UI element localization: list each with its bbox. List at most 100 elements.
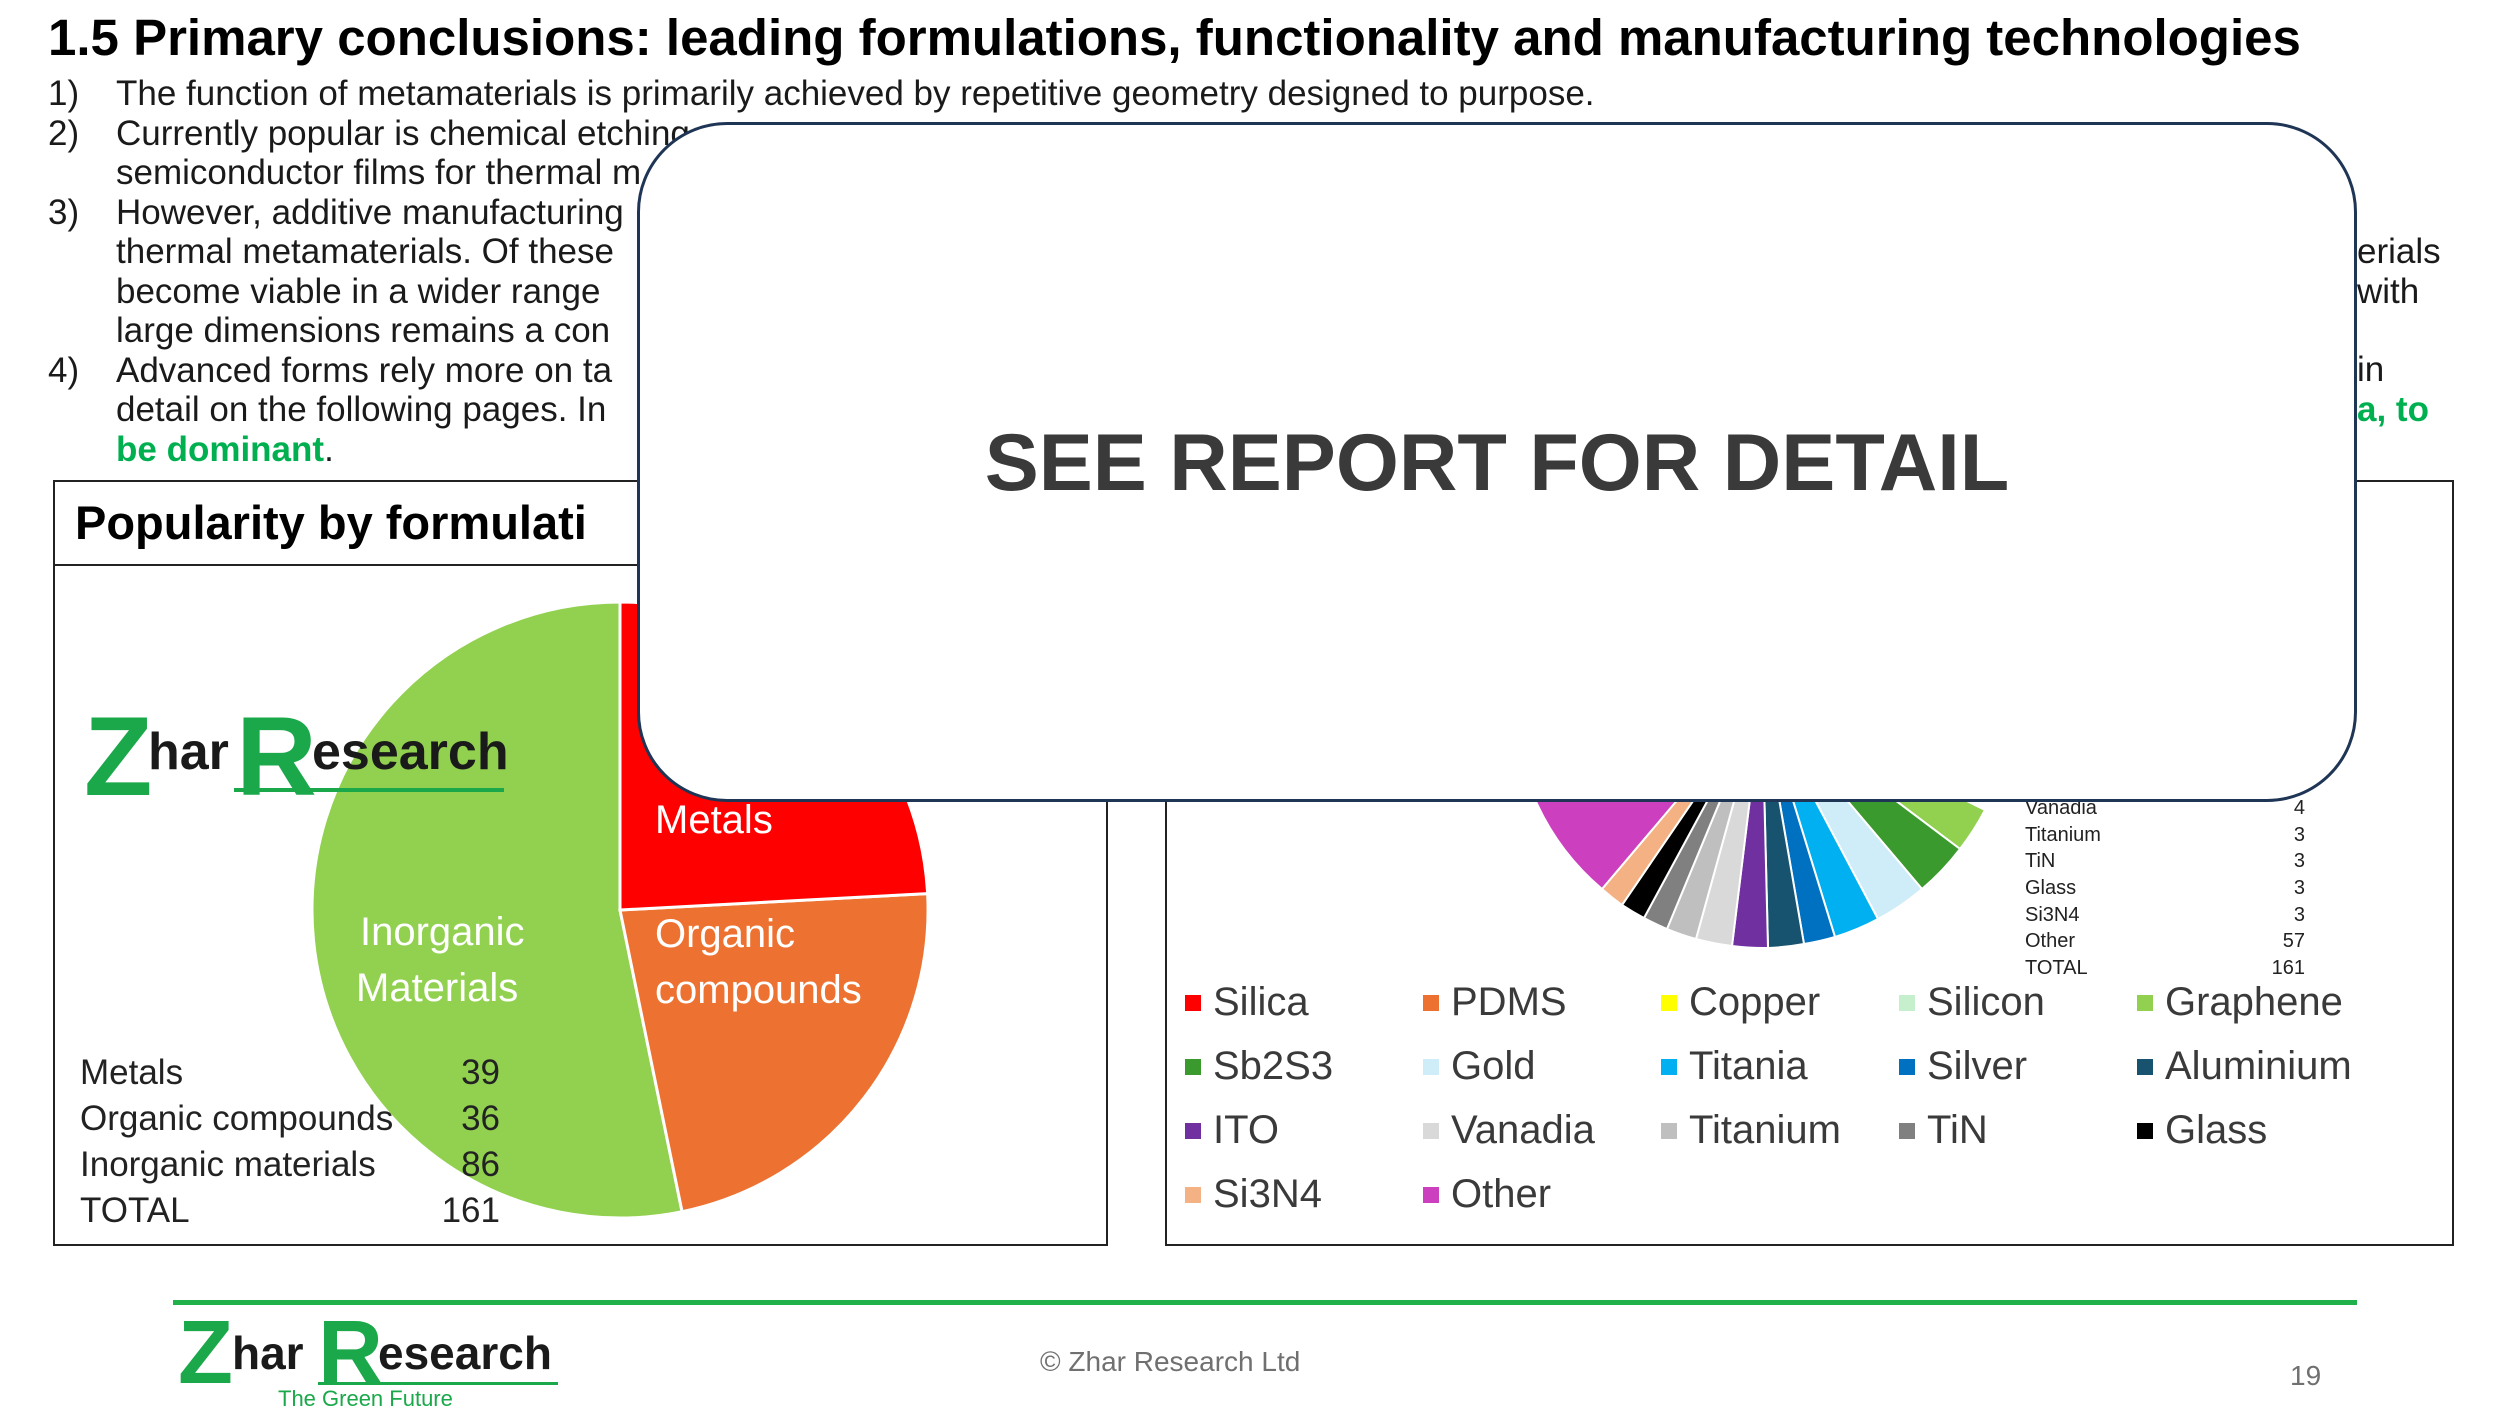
row-value: 3: [2293, 903, 2305, 926]
row-value: 161: [2271, 957, 2305, 980]
legend-label: Titanium: [1689, 1108, 1841, 1152]
pie-slice-inorganic: [310, 600, 684, 1220]
legend-swatch: [1899, 1122, 1915, 1139]
point-number: 3): [48, 192, 80, 232]
legend-item: Other: [1423, 1172, 1551, 1217]
point-4-cont: be dominant.: [48, 430, 2468, 470]
legend-swatch: [1423, 994, 1439, 1011]
legend-item: Vanadia: [1423, 1108, 1595, 1153]
table-row: Si3N4 3: [2025, 902, 2305, 929]
logo-z: Z: [84, 694, 153, 819]
legend-swatch: [1423, 1186, 1439, 1203]
legend-item: PDMS: [1423, 980, 1567, 1025]
point-3-cont: thermal metamaterials. Of these: [48, 232, 2468, 272]
fragment-in: in: [2357, 350, 2385, 389]
legend-swatch: [2137, 1058, 2153, 1075]
legend-item: Titania: [1661, 1044, 1808, 1089]
legend-label: Glass: [2165, 1108, 2268, 1152]
legend-item: Copper: [1661, 980, 1820, 1025]
point-text: The function of metamaterials is primari…: [116, 74, 1595, 113]
logo-har: har: [148, 723, 229, 781]
table-row: Other 57: [2025, 928, 2305, 955]
row-value: 86: [461, 1145, 500, 1184]
point-3: 3) However, additive manufacturing: [48, 193, 2468, 233]
logo-tagline: The Green Future: [278, 1386, 453, 1411]
logo-esearch: esearch: [378, 1327, 552, 1379]
fragment-with: with: [2357, 272, 2420, 311]
legend-label: Copper: [1689, 980, 1821, 1024]
fragment-a-to: a, to: [2357, 390, 2429, 429]
legend-swatch: [1661, 994, 1677, 1011]
left-count-table: Metals 39 Organic compounds 36 Inorganic m…: [80, 1050, 500, 1234]
row-label: TiN: [2025, 850, 2056, 873]
point-number: 4): [48, 350, 80, 390]
legend-label: Vanadia: [1451, 1108, 1595, 1152]
legend-swatch: [1185, 1058, 1201, 1075]
point-text: However, additive manufacturing: [116, 192, 624, 232]
row-value: 57: [2282, 930, 2305, 953]
row-label: Glass: [2025, 877, 2077, 900]
point-text: Currently popular is chemical etching: [116, 113, 690, 153]
table-row: Organic compounds 36: [80, 1096, 500, 1142]
table-row: TOTAL 161: [2025, 955, 2305, 982]
zhar-research-logo: Z har R esearch: [84, 694, 524, 819]
legend-label: Silver: [1927, 1044, 2028, 1088]
legend-label: PDMS: [1451, 980, 1567, 1024]
row-label: Organic compounds: [80, 1099, 394, 1138]
panel-title: Popularity by formulati: [55, 482, 1106, 566]
legend-label: Silica: [1213, 980, 1309, 1024]
legend-item: Gold: [1423, 1044, 1536, 1089]
legend-swatch: [1185, 994, 1201, 1011]
legend-swatch: [1899, 994, 1915, 1011]
legend-label: Other: [1451, 1172, 1552, 1216]
legend-swatch: [1899, 1058, 1915, 1075]
legend-label: Aluminium: [2165, 1044, 2352, 1088]
legend-swatch: [1661, 1058, 1677, 1075]
legend-label: Titania: [1689, 1044, 1808, 1088]
page-title: 1.5 Primary conclusions: leading formula…: [48, 9, 2301, 66]
logo-esearch: esearch: [312, 723, 509, 781]
row-value: 161: [441, 1191, 500, 1230]
legend-label: TiN: [1927, 1108, 1988, 1152]
row-label: Titanium: [2025, 823, 2101, 846]
legend-item: Si3N4: [1185, 1172, 1322, 1217]
pie-label-inorganic-1: Inorganic: [360, 910, 525, 954]
point-text: detail on the following pages. In: [116, 390, 607, 429]
legend-swatch: [2137, 994, 2153, 1011]
point-1: 1) The function of metamaterials is prim…: [48, 74, 2468, 114]
legend-item: Silicon: [1899, 980, 2045, 1025]
legend-label: Graphene: [2165, 980, 2343, 1024]
legend-label: Si3N4: [1213, 1172, 1322, 1216]
footer-divider: [173, 1300, 2357, 1305]
legend-swatch: [1661, 1122, 1677, 1139]
point-text: semiconductor films for thermal m: [116, 153, 642, 192]
legend-item: Graphene: [2137, 980, 2343, 1025]
pie-label-metals: Metals: [655, 798, 773, 842]
pie-label-organic-2: compounds: [655, 968, 862, 1012]
legend-item: Titanium: [1661, 1108, 1841, 1153]
point-text: thermal metamaterials. Of these: [116, 232, 614, 271]
point-number: 2): [48, 113, 80, 153]
pie-label-organic-1: Organic: [655, 912, 796, 956]
logo-r: R: [318, 1303, 383, 1403]
row-label: Inorganic materials: [80, 1145, 376, 1184]
overlay-message: SEE REPORT FOR DETAIL: [984, 418, 2010, 508]
logo-underline: [318, 1382, 558, 1385]
point-2: 2) Currently popular is chemical etching: [48, 114, 2468, 154]
row-value: 39: [461, 1053, 500, 1092]
right-count-table: Vanadia 4 Titanium 3 TiN 3 Glass 3 Si3N4 3 Ot…: [2025, 795, 2305, 982]
legend-label: Silicon: [1927, 980, 2045, 1024]
point-2-cont: semiconductor films for thermal m: [48, 153, 2468, 193]
legend-item: ITO: [1185, 1108, 1279, 1153]
logo-r: R: [236, 694, 317, 819]
point-text: become viable in a wider range: [116, 271, 601, 311]
row-value: 4: [2293, 797, 2305, 819]
period: .: [324, 429, 334, 469]
legend-label: Sb2S3: [1213, 1044, 1334, 1088]
highlight-text: be dominant: [116, 429, 325, 469]
page-number: 19: [2290, 1360, 2322, 1391]
logo-underline: [234, 788, 504, 792]
legend-item: Silver: [1899, 1044, 2027, 1089]
row-value: 36: [461, 1099, 500, 1138]
row-value: 3: [2293, 823, 2305, 846]
